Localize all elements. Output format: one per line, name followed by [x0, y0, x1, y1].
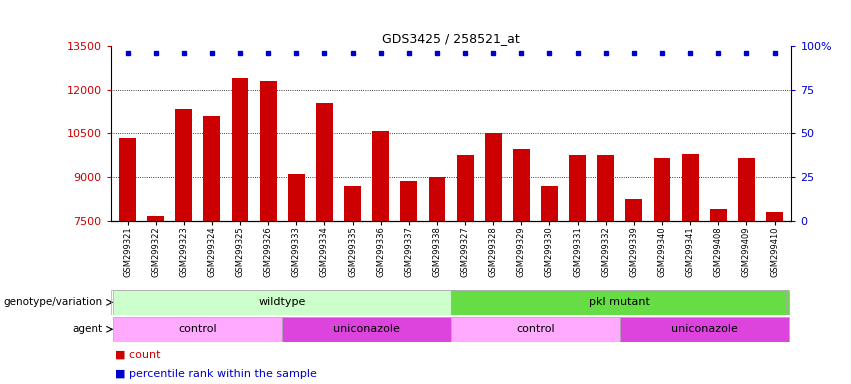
Bar: [457, 155, 473, 221]
Bar: [113, 290, 451, 315]
Bar: [654, 158, 671, 221]
Bar: [451, 317, 620, 342]
Bar: [682, 154, 699, 221]
Bar: [625, 199, 643, 221]
Bar: [400, 182, 417, 221]
Text: uniconazole: uniconazole: [334, 324, 400, 334]
Bar: [372, 131, 389, 221]
Text: genotype/variation: genotype/variation: [3, 297, 102, 308]
Bar: [569, 155, 586, 221]
Bar: [485, 134, 502, 221]
Text: control: control: [516, 324, 555, 334]
Title: GDS3425 / 258521_at: GDS3425 / 258521_at: [382, 32, 520, 45]
Text: ■ percentile rank within the sample: ■ percentile rank within the sample: [115, 369, 317, 379]
Text: control: control: [179, 324, 217, 334]
Bar: [119, 138, 136, 221]
Text: agent: agent: [72, 324, 102, 334]
Bar: [429, 177, 445, 221]
Bar: [231, 78, 248, 221]
Bar: [283, 317, 451, 342]
Text: pkl mutant: pkl mutant: [590, 297, 650, 308]
Bar: [513, 149, 530, 221]
Bar: [113, 317, 283, 342]
Text: uniconazole: uniconazole: [671, 324, 738, 334]
Bar: [451, 290, 789, 315]
Bar: [541, 186, 558, 221]
Bar: [316, 103, 333, 221]
Bar: [344, 186, 361, 221]
Bar: [203, 116, 220, 221]
Bar: [175, 109, 192, 221]
Bar: [147, 217, 164, 221]
Bar: [620, 317, 789, 342]
Bar: [766, 212, 783, 221]
Text: wildtype: wildtype: [259, 297, 306, 308]
Text: ■ count: ■ count: [115, 349, 160, 359]
Bar: [597, 155, 614, 221]
Bar: [288, 174, 305, 221]
Bar: [738, 158, 755, 221]
Bar: [710, 209, 727, 221]
Bar: [260, 81, 277, 221]
